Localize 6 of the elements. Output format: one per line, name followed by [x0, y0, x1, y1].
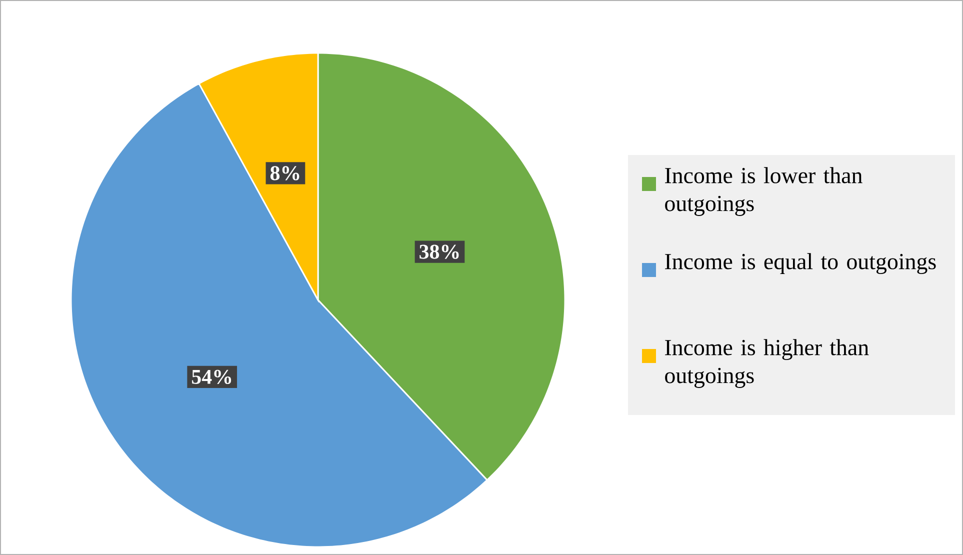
legend-label: Income is equal to outgoings: [665, 253, 936, 274]
data-label: 38%: [420, 244, 459, 259]
data-label: 8%: [270, 166, 300, 180]
legend-label: Income is lower than outgoings: [665, 167, 862, 216]
data-label: 54%: [192, 370, 232, 384]
legend-label: Income is higher than outgoings: [665, 339, 869, 388]
